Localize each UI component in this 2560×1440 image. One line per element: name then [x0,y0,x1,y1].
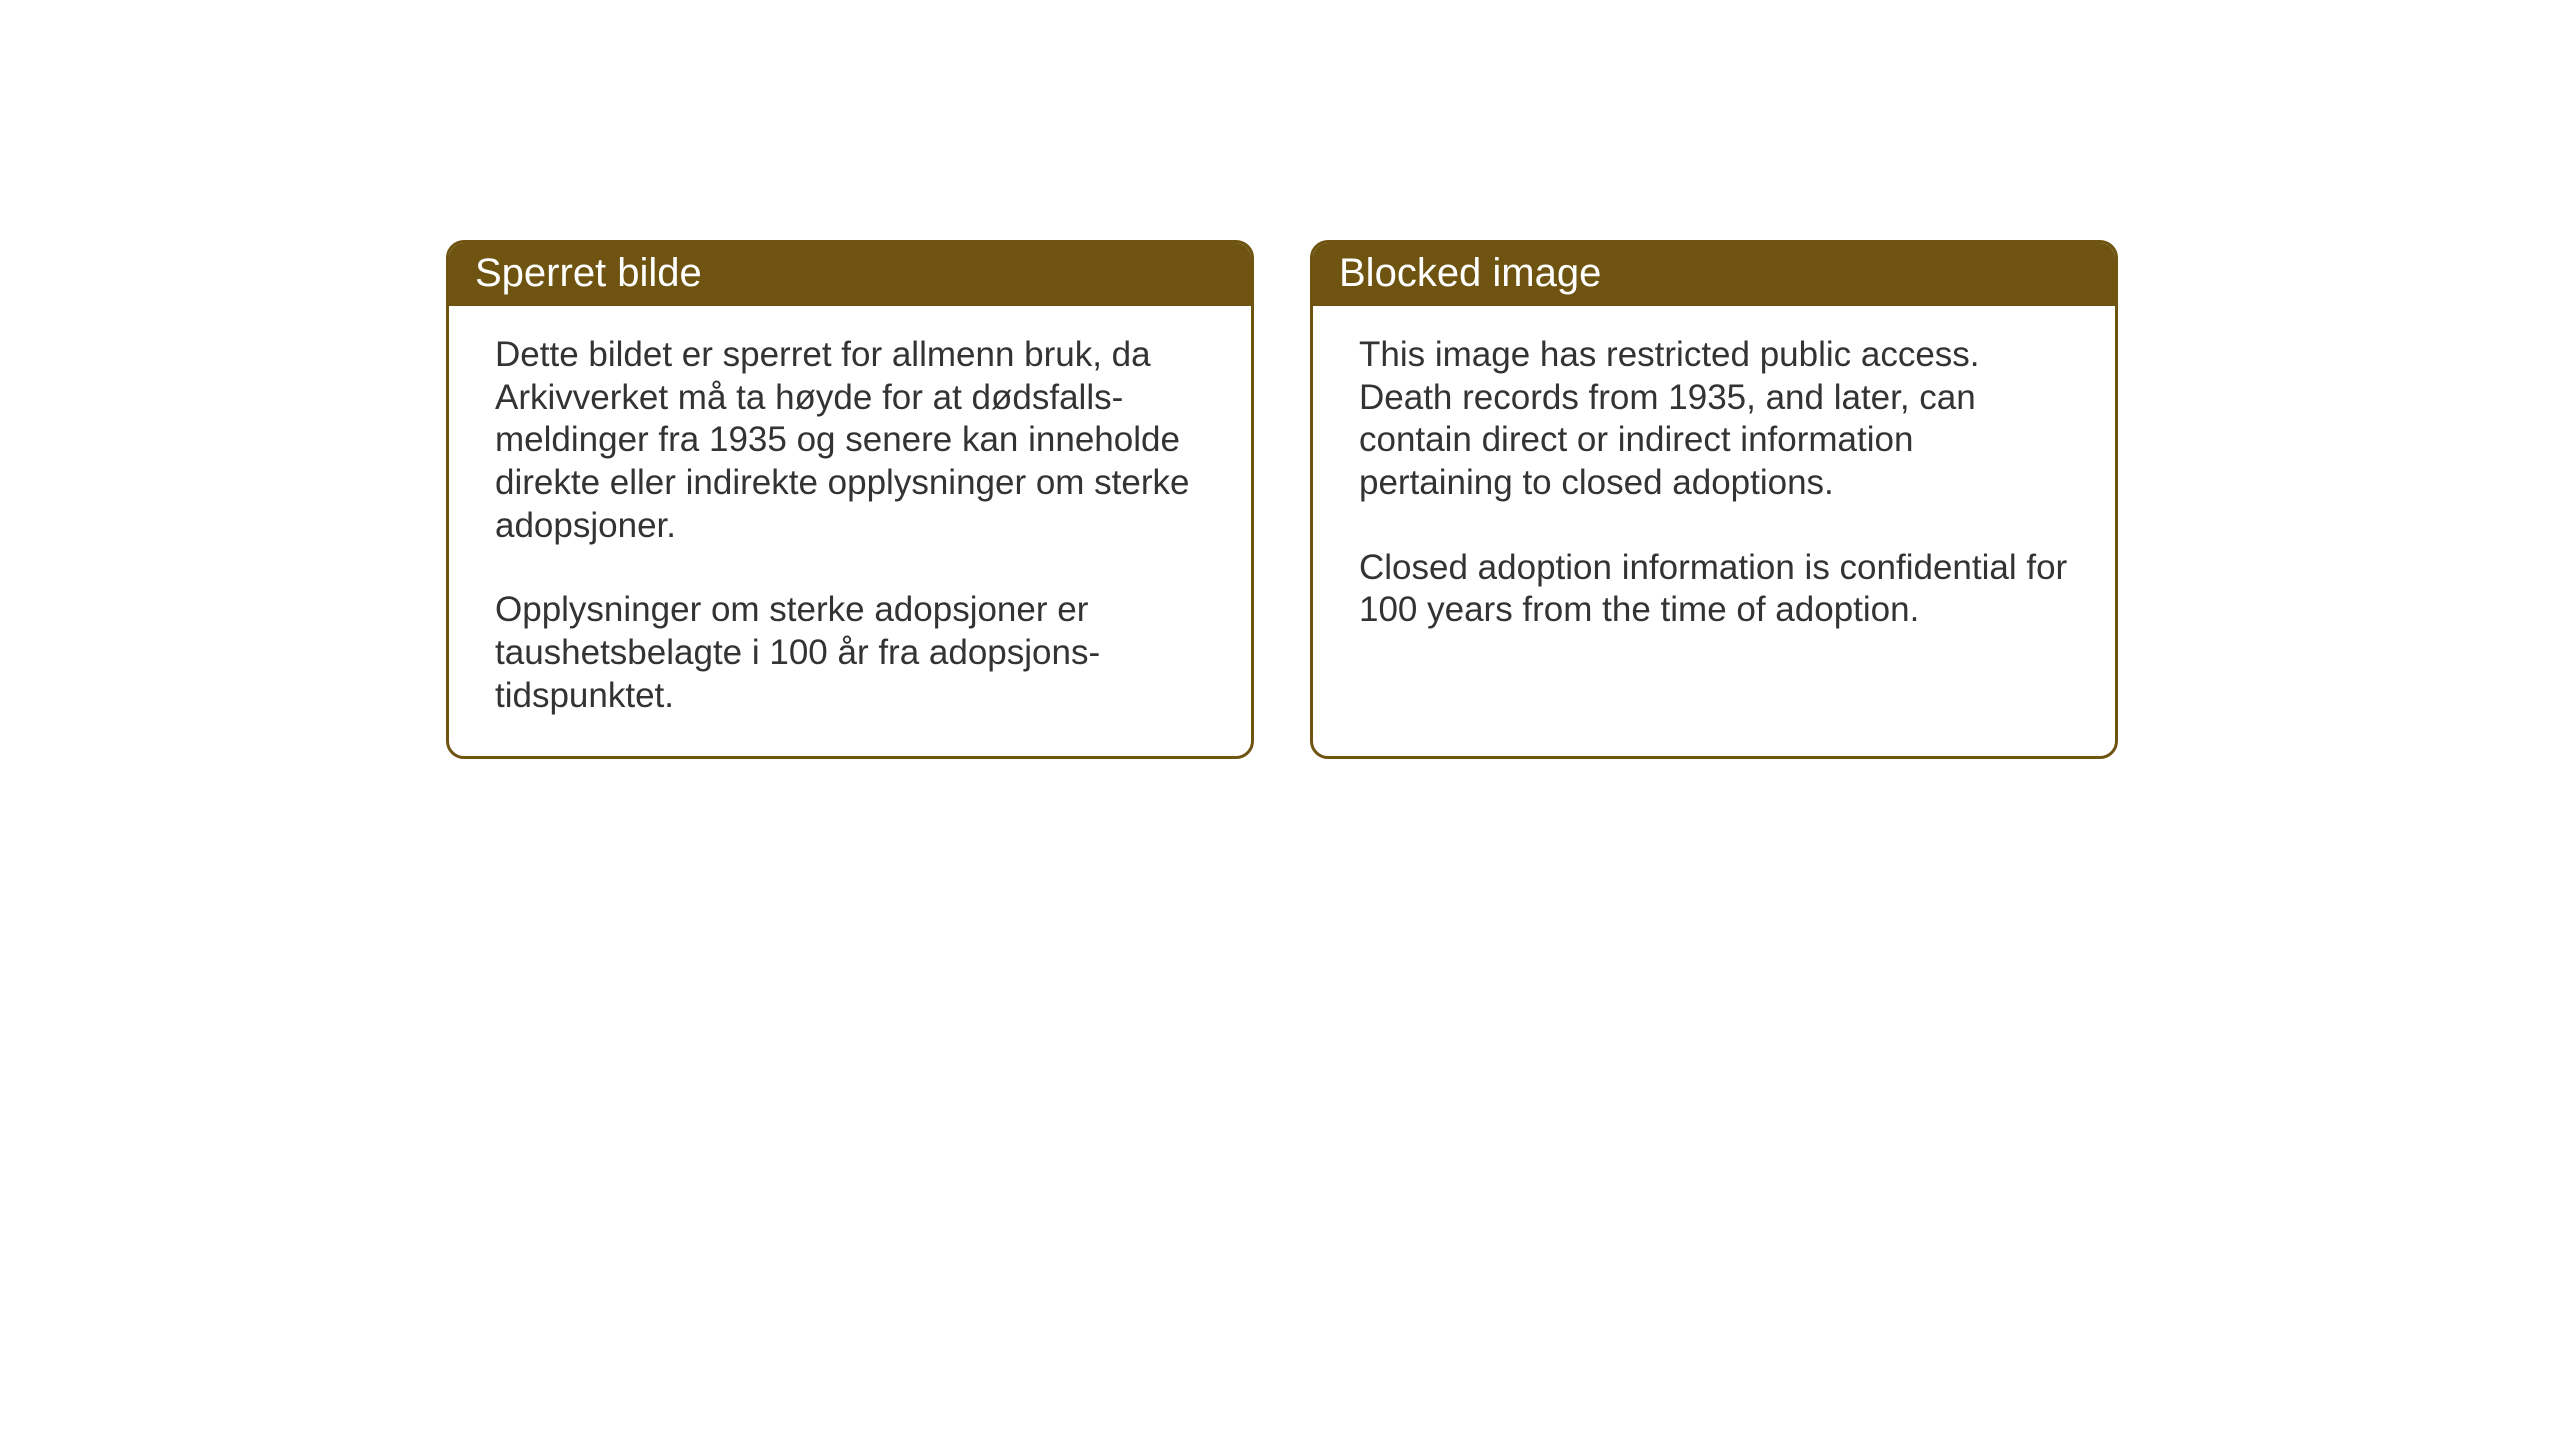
notice-paragraph: Closed adoption information is confident… [1359,547,2069,632]
notice-body-norwegian: Dette bildet er sperret for allmenn bruk… [449,306,1251,756]
notice-body-english: This image has restricted public access.… [1313,306,2115,670]
notice-container: Sperret bilde Dette bildet er sperret fo… [446,240,2118,759]
notice-card-english: Blocked image This image has restricted … [1310,240,2118,759]
notice-header-english: Blocked image [1313,243,2115,306]
notice-card-norwegian: Sperret bilde Dette bildet er sperret fo… [446,240,1254,759]
notice-paragraph: Opplysninger om sterke adopsjoner er tau… [495,589,1205,717]
notice-header-norwegian: Sperret bilde [449,243,1251,306]
notice-paragraph: This image has restricted public access.… [1359,334,2069,505]
notice-paragraph: Dette bildet er sperret for allmenn bruk… [495,334,1205,547]
